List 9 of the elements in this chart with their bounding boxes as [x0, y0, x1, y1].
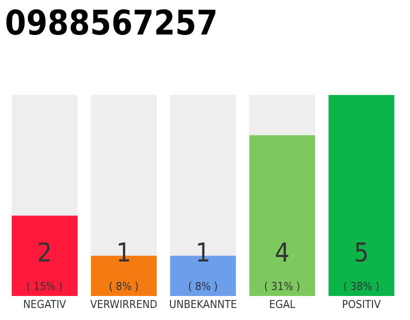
chart-title: 0988567257 — [4, 3, 218, 44]
x-tick-label: POSITIV — [342, 298, 381, 311]
x-tick-label: UNBEKANNTE — [169, 298, 237, 311]
data-label: 5 ( 38% ) — [343, 238, 380, 293]
data-label: 4 ( 31% ) — [264, 238, 300, 293]
x-tick-label: NEGATIV — [23, 298, 66, 311]
x-tick-label: EGAL — [269, 298, 296, 311]
data-label: 2 ( 15% ) — [26, 238, 63, 293]
x-tick-label: VERWIRREND — [90, 298, 158, 311]
